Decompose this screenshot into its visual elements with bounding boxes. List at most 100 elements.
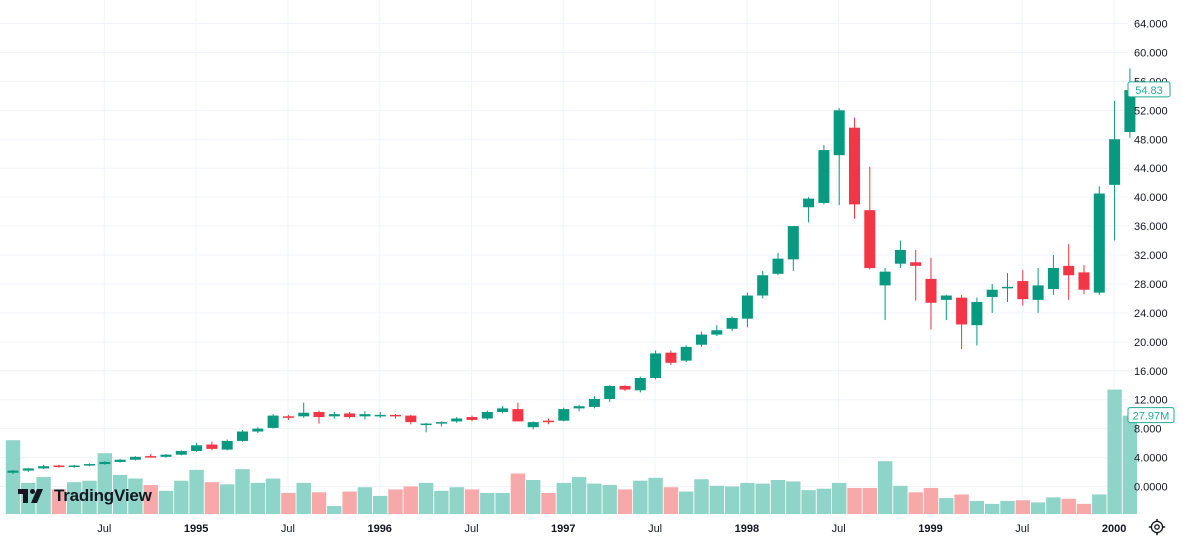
candle[interactable] <box>221 439 233 451</box>
candle[interactable] <box>1017 270 1029 306</box>
volume-bar <box>786 481 801 514</box>
candle[interactable] <box>344 411 356 419</box>
candle[interactable] <box>680 345 692 363</box>
candle[interactable] <box>328 411 340 419</box>
time-axis[interactable]: Jul 1995 Jul 1996 Jul 1997 Jul 1998 Jul 1999 Jul 20… <box>97 523 1126 535</box>
candle[interactable] <box>849 117 860 219</box>
candle-body <box>160 454 172 457</box>
tradingview-logo[interactable]: TradingView <box>18 486 152 506</box>
candle[interactable] <box>558 407 570 422</box>
candle[interactable] <box>971 297 983 346</box>
current-volume-label: 27.97M <box>1133 411 1170 423</box>
candle-body <box>711 330 723 335</box>
candle[interactable] <box>175 450 187 456</box>
candle[interactable] <box>818 145 830 205</box>
candle-body <box>481 411 493 419</box>
candle[interactable] <box>374 411 386 418</box>
candle[interactable] <box>84 463 95 467</box>
candle[interactable] <box>1032 268 1044 313</box>
candle[interactable] <box>650 350 662 380</box>
candle[interactable] <box>38 464 50 470</box>
candle[interactable] <box>619 385 631 392</box>
candle[interactable] <box>588 396 600 409</box>
candle[interactable] <box>1047 255 1059 295</box>
candle[interactable] <box>1078 265 1090 295</box>
candle[interactable] <box>696 331 707 347</box>
candle-body <box>986 289 998 297</box>
candle-body <box>22 468 34 471</box>
candle-body <box>558 409 570 421</box>
candle[interactable] <box>726 316 738 331</box>
candle[interactable] <box>129 456 141 461</box>
candle[interactable] <box>420 422 432 433</box>
candle[interactable] <box>512 402 524 422</box>
candle-body <box>818 150 830 203</box>
candle[interactable] <box>405 414 417 425</box>
candle[interactable] <box>864 166 876 270</box>
candle[interactable] <box>145 453 157 458</box>
volume-bar <box>5 440 21 514</box>
candle[interactable] <box>7 469 19 475</box>
candle-body <box>38 466 50 469</box>
candle[interactable] <box>114 459 126 463</box>
candle[interactable] <box>543 418 554 425</box>
candle[interactable] <box>573 404 585 412</box>
candle[interactable] <box>466 415 478 422</box>
candle[interactable] <box>925 257 937 330</box>
candle[interactable] <box>711 325 723 337</box>
volume-bar <box>954 494 969 514</box>
candle[interactable] <box>435 421 447 427</box>
candle[interactable] <box>1124 68 1136 138</box>
candle[interactable] <box>894 240 906 269</box>
candle[interactable] <box>1063 244 1075 300</box>
candle[interactable] <box>451 417 463 423</box>
candle[interactable] <box>772 252 784 276</box>
candle-body <box>405 415 417 423</box>
price-tick-label: 32.000 <box>1134 250 1168 262</box>
candle[interactable] <box>1093 186 1105 295</box>
candle[interactable] <box>282 414 294 420</box>
candle[interactable] <box>237 430 248 442</box>
candle[interactable] <box>252 427 264 433</box>
candle[interactable] <box>910 249 922 301</box>
volume-bar <box>373 495 388 514</box>
candle[interactable] <box>206 441 218 451</box>
candle[interactable] <box>833 108 845 206</box>
time-tick-label: Jul <box>648 523 662 535</box>
candle[interactable] <box>940 294 952 321</box>
candle[interactable] <box>497 406 509 414</box>
time-tick-label: 1995 <box>184 523 208 535</box>
candle[interactable] <box>741 292 753 328</box>
candle[interactable] <box>527 421 539 430</box>
candle[interactable] <box>956 294 968 350</box>
volume-bar <box>388 489 403 514</box>
candle[interactable] <box>53 464 65 468</box>
candle[interactable] <box>99 461 111 465</box>
candle[interactable] <box>634 376 646 393</box>
candle[interactable] <box>803 197 815 223</box>
candle[interactable] <box>604 385 616 402</box>
candle[interactable] <box>787 226 799 271</box>
candle[interactable] <box>298 402 310 418</box>
candle[interactable] <box>879 268 891 321</box>
candle[interactable] <box>68 464 80 468</box>
candle-body <box>497 408 509 412</box>
candle[interactable] <box>757 270 769 299</box>
candle[interactable] <box>1109 100 1121 241</box>
candle-body <box>359 414 371 417</box>
candle[interactable] <box>313 410 325 424</box>
candle[interactable] <box>986 283 998 313</box>
candle[interactable] <box>481 410 493 420</box>
gear-icon[interactable] <box>1148 518 1166 536</box>
candle[interactable] <box>22 467 34 473</box>
candle[interactable] <box>390 414 401 419</box>
candle[interactable] <box>267 414 279 429</box>
candle[interactable] <box>1002 273 1013 303</box>
candle[interactable] <box>191 443 203 452</box>
candle[interactable] <box>160 453 172 458</box>
candle[interactable] <box>665 350 677 365</box>
volume-bar <box>418 482 434 514</box>
candle[interactable] <box>359 411 371 420</box>
volume-bar <box>1107 389 1122 514</box>
